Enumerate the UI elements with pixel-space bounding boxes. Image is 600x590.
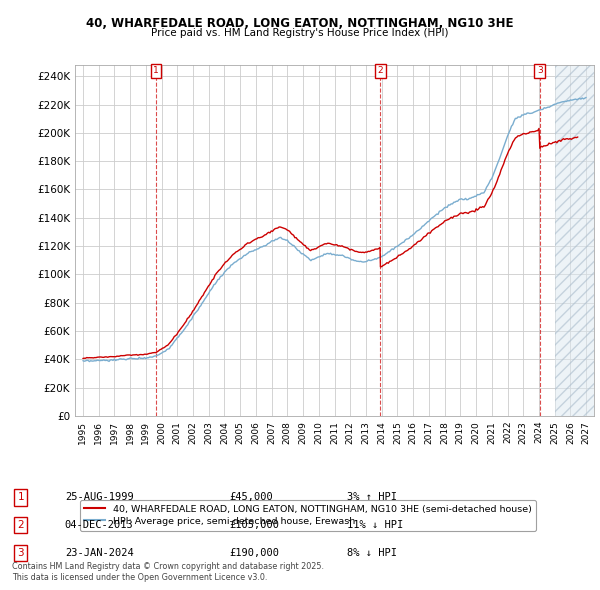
Text: 3% ↑ HPI: 3% ↑ HPI bbox=[347, 492, 397, 502]
Text: 3: 3 bbox=[17, 548, 24, 558]
Text: £105,000: £105,000 bbox=[229, 520, 280, 530]
Text: 1: 1 bbox=[153, 66, 159, 75]
Text: 11% ↓ HPI: 11% ↓ HPI bbox=[347, 520, 403, 530]
Text: 1: 1 bbox=[17, 492, 24, 502]
Text: £190,000: £190,000 bbox=[229, 548, 280, 558]
Text: 3: 3 bbox=[537, 66, 543, 75]
Text: Contains HM Land Registry data © Crown copyright and database right 2025.
This d: Contains HM Land Registry data © Crown c… bbox=[12, 562, 324, 582]
Bar bbox=[554, 65, 594, 416]
Text: 25-AUG-1999: 25-AUG-1999 bbox=[65, 492, 134, 502]
Bar bbox=[554, 65, 594, 416]
Text: Price paid vs. HM Land Registry's House Price Index (HPI): Price paid vs. HM Land Registry's House … bbox=[151, 28, 449, 38]
Text: 04-DEC-2013: 04-DEC-2013 bbox=[65, 520, 134, 530]
Text: 8% ↓ HPI: 8% ↓ HPI bbox=[347, 548, 397, 558]
Text: 2: 2 bbox=[17, 520, 24, 530]
Text: 23-JAN-2024: 23-JAN-2024 bbox=[65, 548, 134, 558]
Text: 40, WHARFEDALE ROAD, LONG EATON, NOTTINGHAM, NG10 3HE: 40, WHARFEDALE ROAD, LONG EATON, NOTTING… bbox=[86, 17, 514, 30]
Text: 2: 2 bbox=[377, 66, 383, 75]
Legend: 40, WHARFEDALE ROAD, LONG EATON, NOTTINGHAM, NG10 3HE (semi-detached house), HPI: 40, WHARFEDALE ROAD, LONG EATON, NOTTING… bbox=[80, 500, 536, 531]
Text: £45,000: £45,000 bbox=[229, 492, 273, 502]
